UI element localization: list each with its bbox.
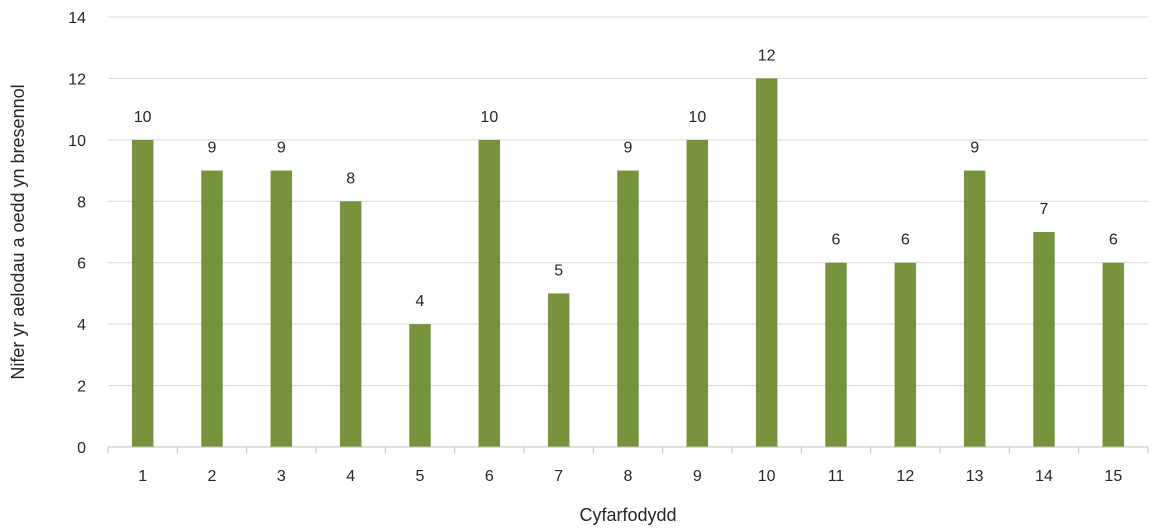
x-tick-label: 1 xyxy=(138,468,147,485)
data-label: 5 xyxy=(554,262,563,279)
bar xyxy=(686,139,709,447)
bar xyxy=(617,170,639,448)
bar xyxy=(201,170,223,448)
bar xyxy=(894,262,917,447)
x-tick-label: 4 xyxy=(346,468,355,485)
x-tick-label: 12 xyxy=(896,468,914,485)
bar xyxy=(1033,232,1055,447)
data-label: 10 xyxy=(134,109,152,126)
bar xyxy=(339,201,362,447)
data-label: 10 xyxy=(688,109,706,126)
bar xyxy=(478,139,501,447)
x-tick-label: 7 xyxy=(554,468,563,485)
data-label: 12 xyxy=(758,47,776,64)
y-tick-label: 0 xyxy=(77,440,86,457)
y-tick-label: 14 xyxy=(68,10,86,27)
x-tick-label: 11 xyxy=(828,468,845,485)
y-tick-label: 6 xyxy=(77,256,86,273)
x-tick-label: 2 xyxy=(208,468,217,485)
x-tick-label: 3 xyxy=(277,468,286,485)
data-label: 9 xyxy=(277,140,286,157)
data-label: 6 xyxy=(1109,232,1118,249)
data-label: 8 xyxy=(346,170,355,187)
data-labels: 10 9 9 8 4 10 5 9 10 12 6 6 9 7 6 xyxy=(134,47,1118,310)
x-tick-label: 9 xyxy=(693,468,702,485)
bar xyxy=(825,262,847,447)
data-label: 9 xyxy=(624,140,633,157)
x-tick-label: 6 xyxy=(485,468,494,485)
bar xyxy=(409,324,431,447)
bar xyxy=(755,78,778,447)
bar xyxy=(1102,262,1125,447)
bar xyxy=(963,170,986,448)
x-tick-label: 14 xyxy=(1035,468,1053,485)
data-label: 9 xyxy=(970,140,979,157)
bars xyxy=(131,78,1125,448)
bar xyxy=(270,170,293,448)
y-tick-label: 8 xyxy=(77,194,86,211)
x-axis-tick-labels: 1 2 3 4 5 6 7 8 9 10 11 12 13 14 15 xyxy=(138,468,1122,485)
x-tick-label: 10 xyxy=(758,468,776,485)
x-tick-label: 15 xyxy=(1104,468,1122,485)
x-tick-label: 8 xyxy=(624,468,633,485)
data-label: 10 xyxy=(480,109,498,126)
bar xyxy=(547,293,570,447)
data-label: 6 xyxy=(832,232,841,249)
y-tick-label: 4 xyxy=(77,317,86,334)
x-tick-label: 13 xyxy=(966,468,984,485)
y-axis-title: Nifer yr aelodau a oedd yn bresennol xyxy=(8,84,28,379)
data-label: 7 xyxy=(1040,201,1049,218)
data-label: 4 xyxy=(416,293,425,310)
data-label: 6 xyxy=(901,232,910,249)
data-label: 9 xyxy=(208,140,217,157)
x-axis-ticks xyxy=(107,447,1149,453)
x-tick-label: 5 xyxy=(416,468,425,485)
x-axis-title: Cyfarfodydd xyxy=(579,505,676,525)
y-tick-label: 2 xyxy=(77,379,86,396)
y-tick-label: 10 xyxy=(68,133,86,150)
y-axis-tick-labels: 0 2 4 6 8 10 12 14 xyxy=(68,10,86,457)
y-tick-label: 12 xyxy=(68,71,86,88)
bar xyxy=(131,139,154,447)
